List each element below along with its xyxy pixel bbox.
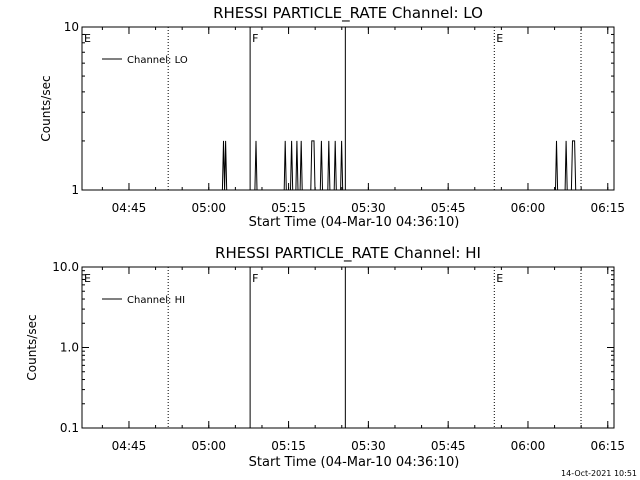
panel-hi: RHESSI PARTICLE_RATE Channel: HI 04:45 05:… <box>25 244 625 470</box>
y-tick-label: 10 <box>64 20 79 34</box>
x-tick-label: 04:45 <box>112 439 147 453</box>
y-tick-label: 1.0 <box>60 341 79 355</box>
legend-entry: Channel: LO <box>127 55 188 66</box>
x-tick-label: 04:45 <box>112 201 147 215</box>
panel-lo: RHESSI PARTICLE_RATE Channel: LO 04:45 05:… <box>39 4 625 230</box>
y-tick-label: 10.0 <box>52 260 79 274</box>
y-tick-label: 1 <box>71 183 79 197</box>
x-tick-label: 06:15 <box>590 439 625 453</box>
chart-title: RHESSI PARTICLE_RATE Channel: LO <box>213 4 483 23</box>
legend-entry: Channel: HI <box>127 295 185 306</box>
x-axis-label: Start Time (04-Mar-10 04:36:10) <box>249 215 460 230</box>
chart-title: RHESSI PARTICLE_RATE Channel: HI <box>215 244 481 263</box>
x-tick-label: 05:00 <box>191 439 226 453</box>
plot-frame <box>81 266 615 429</box>
event-marker-label: F <box>252 32 258 45</box>
x-tick-label: 05:00 <box>191 201 226 215</box>
y-tick-label: 0.1 <box>60 421 79 435</box>
series-line-1 <box>82 140 614 191</box>
generation-timestamp: 14-Oct-2021 10:51 <box>561 469 637 478</box>
event-marker-label: E <box>496 32 503 45</box>
plot-frame <box>81 26 615 191</box>
x-tick-label: 05:30 <box>351 439 386 453</box>
x-tick-label: 05:45 <box>431 201 466 215</box>
x-tick-label: 05:45 <box>431 439 466 453</box>
event-marker-label: E <box>84 272 91 285</box>
x-tick-label: 06:00 <box>511 439 546 453</box>
x-tick-label: 05:15 <box>271 439 306 453</box>
x-tick-label: 06:00 <box>511 201 546 215</box>
x-tick-label: 05:15 <box>271 201 306 215</box>
x-axis-label: Start Time (04-Mar-10 04:36:10) <box>249 455 460 470</box>
x-tick-label: 05:30 <box>351 201 386 215</box>
x-tick-label: 06:15 <box>590 201 625 215</box>
event-marker-label: E <box>84 32 91 45</box>
y-axis-label: Counts/sec <box>25 314 39 380</box>
event-marker-label: F <box>252 272 258 285</box>
y-axis-label: Counts/sec <box>39 75 53 141</box>
event-marker-label: E <box>496 272 503 285</box>
